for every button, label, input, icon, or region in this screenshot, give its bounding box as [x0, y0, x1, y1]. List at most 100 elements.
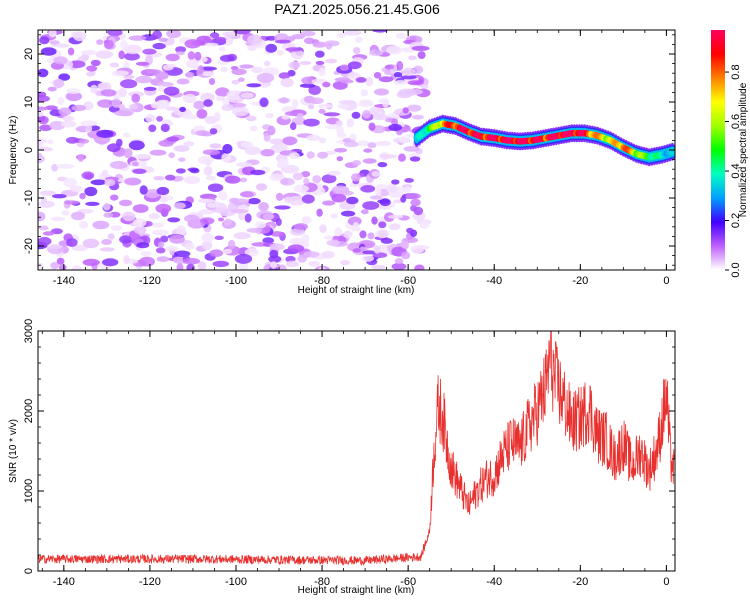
- noise-blob: [63, 177, 77, 188]
- noise-blob: [231, 102, 247, 108]
- noise-blob: [82, 258, 100, 266]
- noise-blob: [256, 72, 275, 83]
- snr-plot-area: [38, 331, 675, 571]
- noise-blob: [240, 92, 254, 99]
- noise-blob: [39, 36, 50, 45]
- noise-blob: [351, 173, 361, 182]
- noise-blob: [208, 78, 216, 85]
- noise-blob: [205, 175, 217, 181]
- noise-blob: [96, 129, 114, 138]
- noise-blob: [391, 262, 407, 270]
- noise-blob: [258, 202, 269, 212]
- noise-blob: [169, 234, 186, 244]
- noise-blob: [337, 103, 350, 110]
- noise-blob: [136, 242, 150, 249]
- noise-blob: [292, 172, 304, 181]
- noise-blob: [414, 264, 425, 270]
- noise-blob: [86, 65, 98, 72]
- noise-blob: [167, 217, 181, 223]
- noise-blob: [197, 198, 214, 204]
- noise-blob: [293, 184, 309, 193]
- noise-blob: [270, 261, 278, 269]
- noise-blob: [159, 197, 168, 203]
- noise-blob: [360, 185, 376, 193]
- noise-blob: [166, 136, 180, 142]
- noise-blob: [284, 111, 299, 116]
- noise-blob: [402, 67, 415, 77]
- noise-blob: [349, 133, 357, 141]
- noise-blob: [269, 173, 285, 182]
- noise-blob: [357, 140, 369, 147]
- noise-blob: [395, 32, 407, 39]
- noise-blob: [103, 212, 114, 218]
- noise-blob: [274, 205, 291, 210]
- noise-blob: [104, 179, 116, 187]
- noise-blob: [277, 97, 291, 104]
- noise-blob: [274, 39, 291, 44]
- noise-blob: [369, 106, 380, 116]
- noise-blob: [38, 211, 46, 222]
- x-tick-label: -120: [139, 576, 161, 588]
- noise-blob: [132, 161, 139, 167]
- noise-blob: [373, 245, 381, 254]
- colorbar-tick-label: 0.2: [730, 213, 742, 228]
- noise-blob: [299, 61, 312, 65]
- noise-blob: [194, 51, 202, 61]
- noise-blob: [182, 257, 201, 265]
- noise-blob: [237, 77, 245, 82]
- noise-blob: [178, 157, 186, 162]
- noise-blob: [352, 160, 362, 166]
- y-tick-label: 0: [23, 147, 35, 153]
- noise-blob: [248, 197, 261, 205]
- noise-blob: [303, 118, 320, 127]
- noise-blob: [201, 240, 213, 251]
- noise-blob: [110, 194, 119, 201]
- noise-blob: [317, 151, 329, 159]
- noise-blob: [285, 47, 303, 52]
- noise-blob: [85, 124, 93, 133]
- noise-blob: [247, 44, 257, 52]
- x-tick-label: 0: [663, 576, 669, 588]
- noise-blob: [155, 71, 169, 80]
- noise-blob: [158, 99, 171, 108]
- noise-blob: [107, 30, 123, 37]
- noise-blob: [101, 239, 113, 245]
- noise-blob: [142, 48, 157, 55]
- noise-blob: [202, 71, 215, 77]
- noise-blob: [269, 138, 286, 145]
- noise-blob: [255, 221, 267, 229]
- noise-blob: [393, 72, 403, 78]
- noise-blob: [40, 190, 57, 196]
- x-tick-label: -20: [572, 275, 588, 287]
- noise-blob: [174, 250, 191, 258]
- noise-blob: [239, 191, 254, 198]
- noise-blob: [405, 88, 423, 95]
- noise-blob: [209, 128, 218, 135]
- noise-blob: [360, 89, 369, 97]
- x-tick-label: -80: [314, 576, 330, 588]
- noise-blob: [53, 56, 68, 65]
- noise-blob: [246, 83, 262, 88]
- noise-blob: [132, 168, 147, 174]
- noise-blob: [189, 168, 200, 174]
- noise-blob: [387, 214, 404, 219]
- noise-blob: [101, 169, 109, 178]
- noise-blob: [417, 51, 426, 60]
- noise-blob: [119, 199, 133, 207]
- noise-blob: [38, 115, 49, 125]
- noise-blob: [99, 247, 115, 252]
- noise-blob: [78, 138, 90, 144]
- noise-blob: [222, 143, 233, 154]
- noise-blob: [95, 50, 114, 59]
- noise-blob: [56, 163, 75, 169]
- noise-blob: [260, 149, 275, 157]
- noise-blob: [239, 64, 254, 69]
- noise-blob: [288, 61, 301, 69]
- x-tick-label: -100: [225, 576, 247, 588]
- noise-blob: [367, 232, 375, 240]
- noise-blob: [148, 124, 157, 133]
- noise-blob: [123, 44, 142, 55]
- noise-blob: [193, 100, 206, 110]
- noise-blob: [391, 179, 400, 185]
- x-tick-label: -100: [225, 275, 247, 287]
